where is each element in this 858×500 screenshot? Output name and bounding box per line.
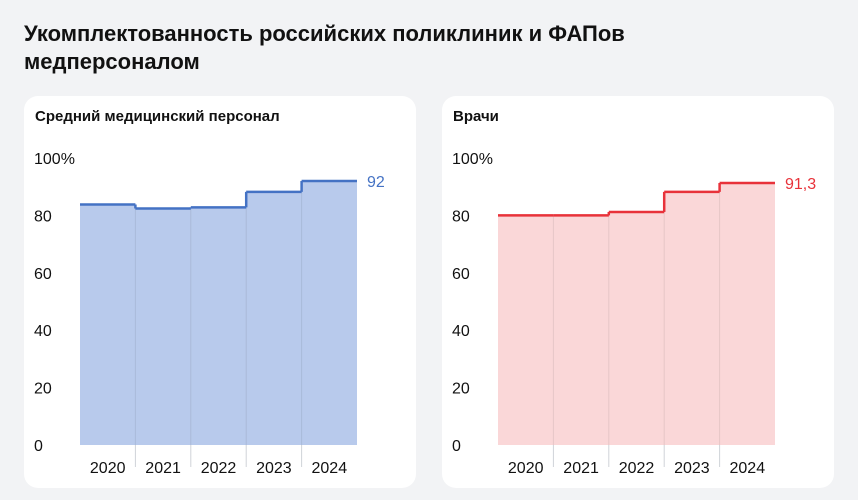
plot-area	[498, 181, 775, 467]
y-tick-label: 20	[452, 381, 470, 398]
chart-panel-doctors: 100% 80 60 40 20 0 2020 2021 2022 2023 2024 91,3 Вр…	[442, 96, 834, 488]
y-tick-label: 0	[34, 438, 43, 455]
x-tick-label: 2024	[312, 460, 348, 477]
x-tick-label: 2020	[90, 460, 126, 477]
chart-nurses: 100% 80 60 40 20 0 2020 2021 2022 2023 2024 92	[34, 151, 385, 477]
x-tick-label: 2021	[563, 460, 599, 477]
y-tick-label: 40	[34, 323, 52, 340]
x-tick-label: 2020	[508, 460, 544, 477]
y-tick-label: 100%	[452, 151, 493, 168]
x-tick-label: 2023	[674, 460, 710, 477]
y-tick-label: 80	[34, 208, 52, 225]
chart-panel-nurses: 100% 80 60 40 20 0 2020 2021 2022 2023 2024 92 Сред…	[24, 96, 416, 488]
area-fill	[498, 182, 775, 445]
chart-title-nurses: Средний медицинский персонал	[35, 108, 280, 125]
plot-area	[80, 179, 357, 467]
y-tick-label: 40	[452, 323, 470, 340]
x-tick-label: 2024	[730, 460, 766, 477]
x-tick-label: 2021	[145, 460, 181, 477]
area-fill	[80, 180, 357, 445]
y-tick-label: 80	[452, 208, 470, 225]
page-title: Укомплектованность российских поликлиник…	[24, 21, 625, 74]
y-tick-label: 20	[34, 381, 52, 398]
y-tick-label: 100%	[34, 151, 75, 168]
y-tick-label: 60	[452, 266, 470, 283]
x-tick-label: 2023	[256, 460, 292, 477]
x-tick-label: 2022	[201, 460, 237, 477]
y-tick-label: 0	[452, 438, 461, 455]
x-tick-label: 2022	[619, 460, 655, 477]
chart-doctors: 100% 80 60 40 20 0 2020 2021 2022 2023 2024 91,3	[452, 151, 816, 477]
chart-title-doctors: Врачи	[453, 108, 499, 125]
y-tick-label: 60	[34, 266, 52, 283]
end-value-label: 91,3	[785, 176, 816, 193]
end-value-label: 92	[367, 174, 385, 191]
